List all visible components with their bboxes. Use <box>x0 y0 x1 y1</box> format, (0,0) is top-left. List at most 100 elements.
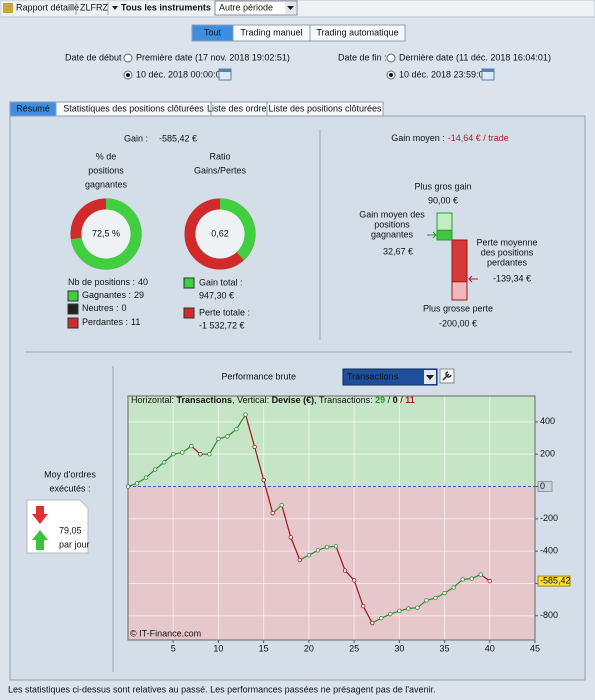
point <box>270 510 275 516</box>
x-tick-label: 15 <box>259 643 269 653</box>
arrow-up <box>32 530 48 550</box>
point <box>297 557 303 563</box>
count-label: Gagnantes :29 <box>82 290 144 300</box>
count-label: Perdantes :11 <box>82 317 140 327</box>
arrow-down <box>32 506 48 524</box>
selector-label: Transactions <box>347 371 399 381</box>
start-custom: 10 déc. 2018 00:00:00 <box>136 69 226 79</box>
line-segment <box>244 414 256 448</box>
radio-dot <box>389 73 393 77</box>
line-segment <box>335 546 346 571</box>
point <box>288 535 293 540</box>
pointer <box>427 231 437 239</box>
bar-name: Plus grosse perte <box>423 303 493 313</box>
mode-button[interactable] <box>309 24 406 42</box>
gain-label: Gain : <box>124 133 148 143</box>
ratio-title: Gains/Pertes <box>194 165 247 175</box>
line-segment <box>353 580 364 607</box>
line-segment <box>344 570 355 581</box>
bar-name: Plus gros gain <box>414 181 471 191</box>
gain-total: 947,30 € <box>199 290 234 300</box>
bar-name: gagnantes <box>371 229 414 239</box>
loss-zone <box>128 486 535 640</box>
radio[interactable] <box>386 53 396 63</box>
loss-total: -1 532,72 € <box>199 320 245 330</box>
count-label: Nb de positions :40 <box>68 277 148 287</box>
gain-loss-bar <box>436 229 453 241</box>
line-segment <box>263 479 274 514</box>
calendar-top <box>219 69 231 72</box>
x-tick-label: 20 <box>304 643 314 653</box>
y-tick-label: -400 <box>540 546 558 556</box>
line-segment <box>281 504 292 538</box>
point <box>487 578 492 584</box>
count-name: Nb de positions : <box>68 277 135 287</box>
line-segment <box>208 438 219 455</box>
y-tick-label: -800 <box>540 610 558 620</box>
point <box>415 605 420 610</box>
count-value: 40 <box>138 277 148 287</box>
point <box>161 460 167 465</box>
tab[interactable] <box>266 101 384 117</box>
bar-value: -200,00 € <box>439 318 477 328</box>
period-select[interactable] <box>214 0 298 16</box>
report-icon <box>3 3 13 13</box>
point <box>198 451 203 457</box>
donut-hole <box>195 209 245 259</box>
win-title: % de <box>96 151 117 161</box>
line-segment <box>290 537 301 561</box>
point <box>379 615 384 621</box>
instruments[interactable]: Tous les instruments <box>121 2 211 12</box>
orders-unit: par jour <box>59 539 90 549</box>
dropdown-arrow <box>112 6 118 10</box>
chart-header: Horizontal: Transactions, Vertical: Devi… <box>131 395 415 405</box>
point <box>279 502 284 508</box>
radio[interactable] <box>123 53 133 63</box>
point <box>451 585 456 590</box>
x-tick-label: 35 <box>440 643 450 653</box>
header-part: / <box>398 395 406 405</box>
x-tick-label: 30 <box>394 643 404 653</box>
point <box>225 434 230 439</box>
tab-label: Résumé <box>16 103 50 113</box>
dropdown-arrow <box>287 6 294 10</box>
point <box>433 595 438 601</box>
point <box>125 484 131 489</box>
x-tick-label: 10 <box>213 643 223 653</box>
point <box>442 590 447 596</box>
end-label: Date de fin : <box>338 52 387 62</box>
point <box>243 412 248 417</box>
count-name: Gagnantes : <box>82 290 131 300</box>
x-tick-label: 40 <box>485 643 495 653</box>
donut-gain <box>70 198 142 270</box>
orders-title: Moy d'ordres <box>44 469 96 479</box>
count-value: 29 <box>134 290 144 300</box>
point <box>134 481 140 486</box>
plot-frame <box>127 395 536 641</box>
point <box>406 606 411 611</box>
avg-text: Gain moyen : -14,64 € / trade <box>391 133 509 143</box>
header-part: , Transactions: <box>314 395 375 405</box>
mode-label: Trading manuel <box>240 27 302 37</box>
point <box>324 544 330 550</box>
last-value-box <box>537 575 571 587</box>
mode-label: Trading automatique <box>316 27 398 37</box>
y-tick-label: -200 <box>540 513 558 523</box>
header-part: , Vertical: <box>232 395 272 405</box>
selector[interactable] <box>342 368 438 386</box>
report[interactable]: Rapport détaillé <box>16 2 79 12</box>
win-title: gagnantes <box>85 179 128 189</box>
last-value: -585,42 <box>540 575 571 585</box>
point <box>388 611 393 617</box>
ratio-title: Ratio <box>209 151 230 161</box>
point <box>333 544 339 549</box>
donut-gain <box>184 198 256 270</box>
loss-total-name: Perte totale : <box>199 307 250 317</box>
point <box>360 603 366 609</box>
point <box>424 598 429 603</box>
orders-title: exécutés : <box>49 483 90 493</box>
dropdown-arrow <box>426 375 434 380</box>
count-label: Neutres :0 <box>82 303 127 313</box>
account[interactable]: ZLFRZ <box>80 2 109 12</box>
bar-name: positions <box>374 219 410 229</box>
